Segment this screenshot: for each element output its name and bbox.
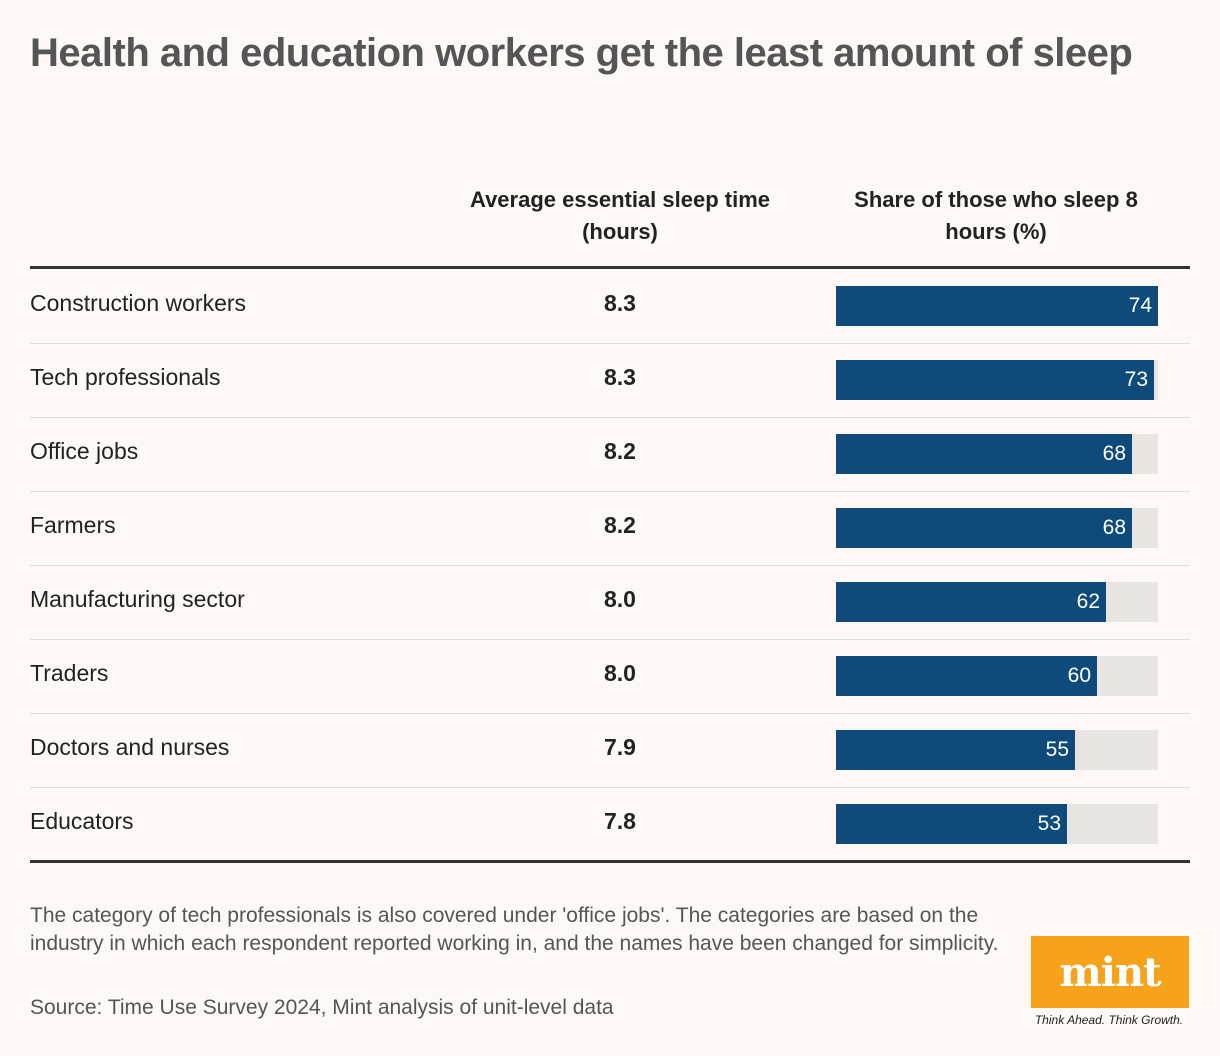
share-bar-label: 68 <box>1102 516 1126 539</box>
share-bar-label: 55 <box>1045 738 1069 761</box>
avg-sleep-value: 8.0 <box>604 660 636 686</box>
share-bar-label: 60 <box>1067 664 1091 687</box>
share-bar-label: 74 <box>1128 294 1152 317</box>
logo-text: mint <box>1059 948 1161 996</box>
share-bar-label: 73 <box>1124 368 1148 391</box>
bar-track: 68 <box>836 508 1158 548</box>
row-category-label: Traders <box>30 660 109 686</box>
table-row: Manufacturing sector 8.0 62 <box>30 566 1190 640</box>
header-rule <box>30 266 1190 269</box>
row-category-label: Office jobs <box>30 438 139 464</box>
data-table: Construction workers 8.3 74 Tech profession… <box>30 270 1190 861</box>
share-bar: 74 <box>836 286 1158 326</box>
bar-track: 60 <box>836 656 1158 696</box>
row-category-label: Doctors and nurses <box>30 734 230 760</box>
share-bar-label: 62 <box>1076 590 1100 613</box>
column-header-avg-sleep: Average essential sleep time (hours) <box>470 187 771 244</box>
chart-title: Health and education workers get the lea… <box>30 31 1133 75</box>
footnote: The category of tech professionals is al… <box>30 904 999 955</box>
avg-sleep-value: 8.0 <box>604 586 636 612</box>
bar-track: 55 <box>836 730 1158 770</box>
bar-track: 74 <box>836 286 1158 326</box>
mint-logo: mint <box>1031 936 1189 1008</box>
table-row: Office jobs 8.2 68 <box>30 418 1190 492</box>
table-row: Traders 8.0 60 <box>30 640 1190 714</box>
column-header-share-8-hours: Share of those who sleep 8 hours (%) <box>854 187 1138 244</box>
share-bar: 73 <box>836 360 1154 400</box>
table-row: Tech professionals 8.3 73 <box>30 344 1190 418</box>
logo-tagline: Think Ahead. Think Growth. <box>1034 1013 1184 1027</box>
row-category-label: Manufacturing sector <box>30 586 245 612</box>
table-row: Farmers 8.2 68 <box>30 492 1190 566</box>
row-category-label: Construction workers <box>30 290 247 316</box>
bar-track: 68 <box>836 434 1158 474</box>
avg-sleep-value: 7.9 <box>604 734 636 760</box>
row-category-label: Educators <box>30 808 134 834</box>
source-note: Source: Time Use Survey 2024, Mint analy… <box>30 996 614 1019</box>
avg-sleep-value: 8.2 <box>604 512 636 538</box>
share-bar: 62 <box>836 582 1106 622</box>
row-category-label: Farmers <box>30 512 116 538</box>
share-bar-label: 68 <box>1102 442 1126 465</box>
avg-sleep-value: 8.3 <box>604 364 636 390</box>
row-category-label: Tech professionals <box>30 364 221 390</box>
share-bar-label: 53 <box>1037 812 1061 835</box>
footer-rule <box>30 860 1190 863</box>
avg-sleep-value: 7.8 <box>604 808 636 834</box>
share-bar: 53 <box>836 804 1067 844</box>
share-bar: 60 <box>836 656 1097 696</box>
bar-track: 62 <box>836 582 1158 622</box>
table-row: Educators 7.8 53 <box>30 788 1190 861</box>
table-row: Doctors and nurses 7.9 55 <box>30 714 1190 788</box>
bar-track: 53 <box>836 804 1158 844</box>
table-row: Construction workers 8.3 74 <box>30 270 1190 344</box>
share-bar: 55 <box>836 730 1075 770</box>
avg-sleep-value: 8.2 <box>604 438 636 464</box>
share-bar: 68 <box>836 508 1132 548</box>
bar-track: 73 <box>836 360 1158 400</box>
avg-sleep-value: 8.3 <box>604 290 636 316</box>
share-bar: 68 <box>836 434 1132 474</box>
